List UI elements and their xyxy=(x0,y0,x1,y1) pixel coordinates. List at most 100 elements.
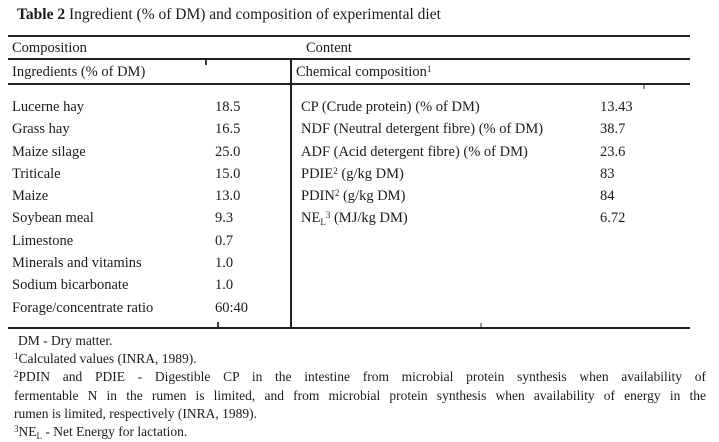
ingredient-value: 15.0 xyxy=(215,165,241,182)
footnote-line: 2PDIN and PDIE - Digestible CP in the in… xyxy=(14,368,706,386)
ingredient-value: 1.0 xyxy=(215,277,234,294)
ingredient-label: Triticale xyxy=(12,165,61,182)
ingredient-row: Maize 13.0 xyxy=(12,185,290,207)
chemical-label: NDF (Neutral detergent fibre) (% of DM) xyxy=(301,118,600,140)
text-part: rumen is limited, respectively (INRA, 19… xyxy=(14,405,257,421)
scan-tick-mark xyxy=(217,322,219,327)
header-content: Content xyxy=(306,40,352,56)
ingredient-label: Forage/concentrate ratio xyxy=(12,299,154,316)
ingredient-row: Limestone 0.7 xyxy=(12,230,290,252)
text-part: fermentable N in the rumen is limited, a… xyxy=(14,387,706,403)
ingredient-row: Sodium bicarbonate 1.0 xyxy=(12,274,290,296)
superscript: 2 xyxy=(334,188,340,199)
text-part: (g/kg DM) xyxy=(337,165,404,182)
footnote-line: 3NEL - Net Energy for lactation. xyxy=(14,423,706,441)
footnote-line: rumen is limited, respectively (INRA, 19… xyxy=(14,405,706,423)
chemical-label: NEL3 (MJ/kg DM) xyxy=(301,207,600,229)
subscript: L xyxy=(36,430,43,441)
ingredient-row: Forage/concentrate ratio 60:40 xyxy=(12,297,290,319)
ingredient-label: Maize xyxy=(12,188,49,205)
chemical-value: 84 xyxy=(600,188,615,205)
table-header-row-1: Composition Content xyxy=(8,37,690,60)
ingredient-row: Maize silage 25.0 xyxy=(12,141,290,163)
column-divider xyxy=(290,60,292,85)
ingredient-row: Lucerne hay 18.5 xyxy=(12,96,290,118)
text-part: - Net Energy for lactation. xyxy=(42,424,188,440)
diet-composition-table: Composition Content Ingredients (% of DM… xyxy=(8,35,690,329)
text-part: (MJ/kg DM) xyxy=(330,210,408,227)
chemical-label: CP (Crude protein) (% of DM) xyxy=(301,96,600,118)
ingredient-value: 18.5 xyxy=(215,99,241,115)
ingredients-column: Lucerne hay 18.5 Grass hay 16.5 Maize silage… xyxy=(8,85,290,327)
header-composition: Composition xyxy=(12,40,87,56)
chemical-row: CP (Crude protein) (% of DM) 13.43 xyxy=(301,96,690,118)
header-chemical-composition: Chemical composition1 xyxy=(296,60,431,84)
ingredient-label: Grass hay xyxy=(12,121,70,138)
ingredient-row: Triticale 15.0 xyxy=(12,163,290,185)
scan-tick-mark xyxy=(205,60,207,65)
footnote-line: 1Calculated values (INRA, 1989). xyxy=(14,350,706,368)
ingredient-row: Minerals and vitamins 1.0 xyxy=(12,252,290,274)
subscript: L xyxy=(320,217,326,227)
text-part: PDIN xyxy=(301,188,335,205)
chemical-label: ADF (Acid detergent fibre) (% of DM) xyxy=(301,141,600,163)
chemical-value: 38.7 xyxy=(600,121,626,138)
text-part: NE xyxy=(301,210,321,227)
text-part: NDF (Neutral detergent fibre) (% of DM) xyxy=(301,121,544,138)
chemical-composition-column: CP (Crude protein) (% of DM) 13.43 NDF (Ne… xyxy=(290,85,690,327)
ingredient-label: Minerals and vitamins xyxy=(12,255,142,272)
header-chemical-composition-text: Chemical composition xyxy=(296,64,427,80)
text-part: PDIE xyxy=(301,165,334,182)
scan-tick-mark xyxy=(480,323,482,327)
text-part: CP (Crude protein) (% of DM) xyxy=(301,99,480,115)
footnote-line: fermentable N in the rumen is limited, a… xyxy=(14,387,706,405)
chemical-value: 23.6 xyxy=(600,143,626,160)
table-caption-number: Table 2 xyxy=(17,6,66,23)
ingredient-label: Soybean meal xyxy=(12,210,94,227)
text-part: PDIN and PDIE - Digestible CP in the int… xyxy=(18,369,707,385)
scan-tick-mark xyxy=(643,85,645,89)
table-caption: Table 2 Ingredient (% of DM) and composi… xyxy=(0,0,719,35)
table-body: Lucerne hay 18.5 Grass hay 16.5 Maize silage… xyxy=(8,85,690,327)
text-part: (g/kg DM) xyxy=(339,188,406,205)
footnote-line: DM - Dry matter. xyxy=(14,332,706,350)
superscript: 2 xyxy=(333,165,338,176)
ingredient-label: Limestone xyxy=(12,232,74,249)
ingredient-value: 1.0 xyxy=(215,255,234,272)
text-part: Calculated values (INRA, 1989). xyxy=(18,351,197,367)
header-ingredients: Ingredients (% of DM) xyxy=(12,64,146,80)
chemical-row: PDIE2 (g/kg DM) 83 xyxy=(301,163,690,185)
ingredient-label: Lucerne hay xyxy=(12,99,85,115)
ingredient-value: 13.0 xyxy=(215,188,241,205)
chemical-row: ADF (Acid detergent fibre) (% of DM) 23.6 xyxy=(301,141,690,163)
chemical-row: NEL3 (MJ/kg DM) 6.72 xyxy=(301,207,690,229)
superscript: 2 xyxy=(14,369,19,380)
chemical-label: PDIE2 (g/kg DM) xyxy=(301,163,600,185)
chemical-value: 83 xyxy=(600,165,615,182)
chemical-value: 6.72 xyxy=(600,210,626,227)
ingredient-value: 9.3 xyxy=(215,210,234,227)
ingredient-value: 25.0 xyxy=(215,143,241,160)
chemical-row: NDF (Neutral detergent fibre) (% of DM) 3… xyxy=(301,118,690,140)
superscript: 3 xyxy=(14,423,19,434)
text-part: NE xyxy=(18,424,37,440)
ingredient-label: Maize silage xyxy=(12,143,86,160)
superscript: 1 xyxy=(14,351,19,362)
footnotes: DM - Dry matter. 1Calculated values (INRA… xyxy=(0,329,719,441)
ingredient-row: Grass hay 16.5 xyxy=(12,118,290,140)
table-header-row-2: Ingredients (% of DM) Chemical compositi… xyxy=(8,60,690,85)
ingredient-row: Soybean meal 9.3 xyxy=(12,207,290,229)
text-part: DM - Dry matter. xyxy=(18,333,113,348)
superscript: 3 xyxy=(325,210,331,221)
superscript: 1 xyxy=(426,63,432,74)
chemical-value: 13.43 xyxy=(600,99,633,115)
chemical-label: PDIN2 (g/kg DM) xyxy=(301,185,600,207)
ingredient-label: Sodium bicarbonate xyxy=(12,277,129,294)
text-part: ADF (Acid detergent fibre) (% of DM) xyxy=(301,143,528,160)
chemical-row: PDIN2 (g/kg DM) 84 xyxy=(301,185,690,207)
ingredient-value: 0.7 xyxy=(215,232,234,249)
ingredient-value: 60:40 xyxy=(215,299,249,316)
table-caption-text: Ingredient (% of DM) and composition of … xyxy=(65,6,441,23)
ingredient-value: 16.5 xyxy=(215,121,241,138)
